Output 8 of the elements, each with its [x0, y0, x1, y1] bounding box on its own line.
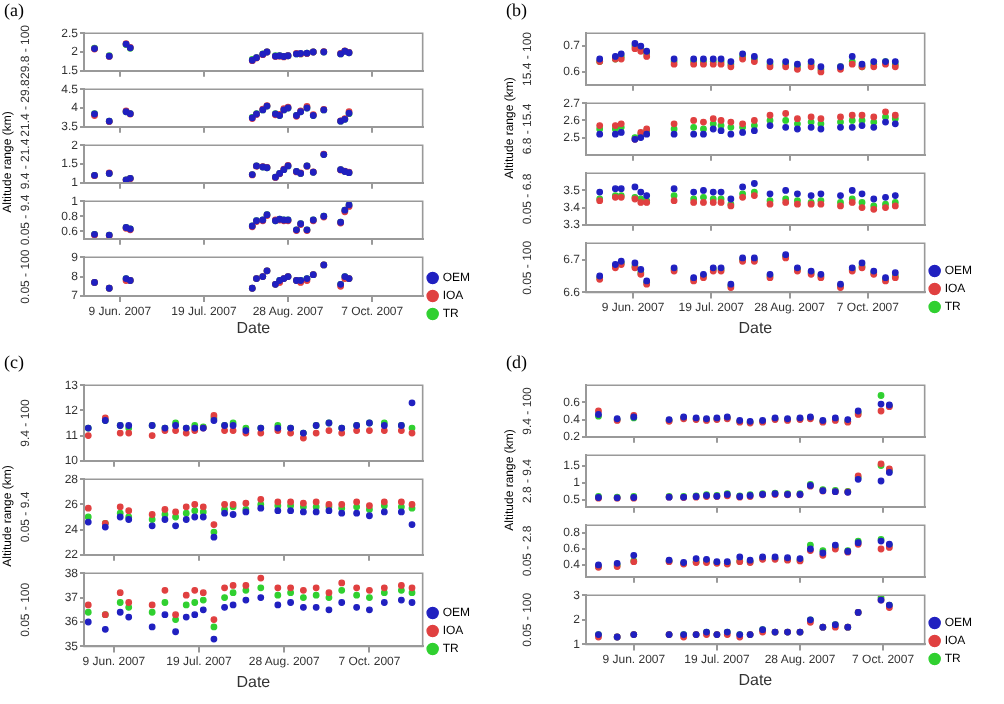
chart-title: (d) — [506, 352, 527, 372]
x-axis-title: Date — [738, 670, 774, 689]
x-axis-title: Date — [236, 318, 272, 337]
chart-title: (a) — [4, 0, 24, 20]
x-axis-title: Date — [236, 672, 272, 691]
x-axis-title: Date — [738, 318, 774, 337]
chart-title: (b) — [506, 0, 527, 20]
chart-title: (c) — [4, 352, 24, 372]
